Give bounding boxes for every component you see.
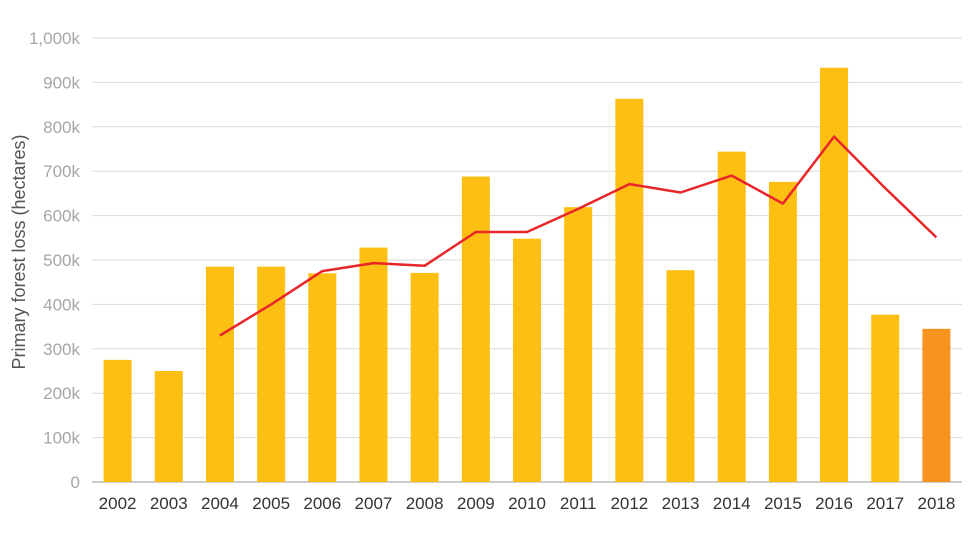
bar-series xyxy=(103,67,951,483)
x-tick-label: 2011 xyxy=(560,494,597,513)
y-tick-label: 600k xyxy=(43,207,80,226)
y-tick-label: 900k xyxy=(43,73,80,92)
y-axis-ticks: 0 100k 200k 300k 400k 500k 600k 700k 800k 900k 1,0… xyxy=(29,29,81,492)
bar-2018 xyxy=(922,328,951,482)
bar-2013 xyxy=(666,270,695,482)
bar-2010 xyxy=(513,238,541,482)
x-tick-label: 2017 xyxy=(866,494,904,513)
x-tick-label: 2018 xyxy=(917,494,955,513)
bar-2017 xyxy=(871,314,900,482)
x-axis-ticks: 2002 2003 2004 2005 2006 2007 2008 2009 2010 2011… xyxy=(99,494,956,513)
y-tick-label: 100k xyxy=(43,429,80,448)
bar-2007 xyxy=(359,247,388,482)
x-tick-label: 2013 xyxy=(662,494,700,513)
y-tick-label: 200k xyxy=(43,384,80,403)
bar-2009 xyxy=(461,176,490,482)
y-tick-label: 500k xyxy=(43,251,80,270)
x-tick-label: 2003 xyxy=(150,494,188,513)
bar-2011 xyxy=(564,207,593,482)
bar-2012 xyxy=(615,98,644,482)
y-tick-label: 300k xyxy=(43,340,80,359)
x-tick-label: 2014 xyxy=(713,494,751,513)
line-series xyxy=(219,135,938,337)
x-tick-label: 2007 xyxy=(355,494,393,513)
bar-2008 xyxy=(410,272,439,482)
x-tick-label: 2005 xyxy=(252,494,290,513)
x-tick-label: 2008 xyxy=(406,494,444,513)
y-tick-label: 400k xyxy=(43,295,80,314)
bar-2005 xyxy=(257,266,286,482)
bar-2003 xyxy=(154,371,183,482)
bar-2016 xyxy=(820,67,849,483)
x-tick-label: 2004 xyxy=(201,494,239,513)
y-tick-label: 0 xyxy=(71,473,80,492)
bar-2006 xyxy=(308,273,337,482)
x-tick-label: 2006 xyxy=(303,494,341,513)
x-tick-label: 2002 xyxy=(99,494,137,513)
y-tick-label: 1,000k xyxy=(29,29,81,48)
x-tick-label: 2015 xyxy=(764,494,802,513)
bar-2014 xyxy=(717,151,746,482)
moving-average-line xyxy=(219,135,938,337)
x-tick-label: 2016 xyxy=(815,494,853,513)
x-tick-label: 2012 xyxy=(610,494,648,513)
y-tick-label: 800k xyxy=(43,118,80,137)
bar-2002 xyxy=(103,359,132,482)
bar-2015 xyxy=(768,181,797,482)
x-tick-label: 2010 xyxy=(508,494,546,513)
bar-2004 xyxy=(205,266,234,482)
x-tick-label: 2009 xyxy=(457,494,495,513)
y-tick-label: 700k xyxy=(43,162,80,181)
y-axis-label: Primary forest loss (hectares) xyxy=(9,134,29,369)
